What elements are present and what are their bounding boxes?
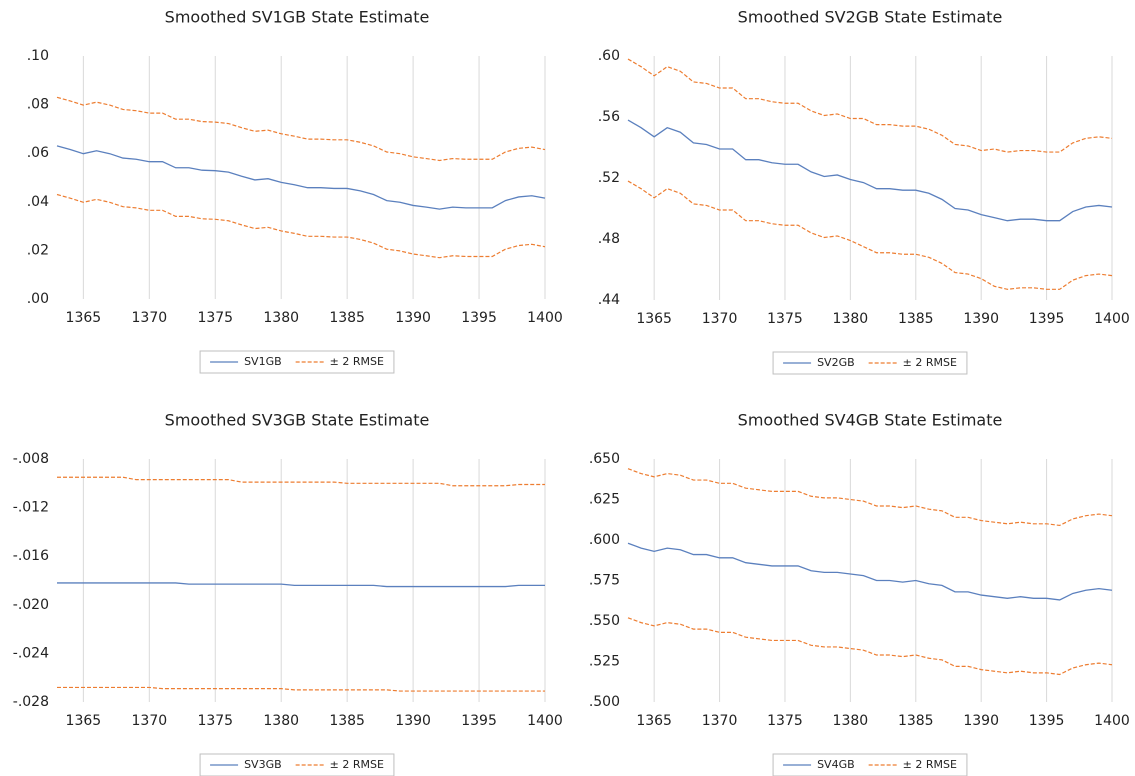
chart-title: Smoothed SV1GB State Estimate — [165, 8, 430, 27]
series-line — [57, 476, 545, 487]
x-tick-label: 1370 — [702, 713, 738, 729]
series-line — [57, 582, 545, 588]
chart-panel: Smoothed SV3GB State Estimate -.028 -.024 -… — [13, 411, 563, 776]
legend-label: SV1GB — [244, 355, 282, 368]
x-tick-label: 1390 — [963, 311, 999, 327]
x-tick-label: 1385 — [898, 311, 934, 327]
x-tick-label: 1385 — [898, 713, 934, 729]
x-tick-label: 1370 — [132, 713, 168, 729]
y-tick-label: .600 — [589, 532, 620, 548]
y-tick-label: .06 — [27, 145, 49, 161]
y-tick-label: .625 — [589, 492, 620, 508]
band-line — [627, 617, 1113, 676]
y-tick-label: .60 — [598, 48, 620, 64]
x-tick-label: 1400 — [527, 713, 563, 729]
legend: SV3GB ± 2 RMSE — [199, 753, 395, 776]
x-tick-label: 1375 — [197, 713, 233, 729]
y-tick-label: -.020 — [13, 597, 49, 613]
band-line — [627, 180, 1113, 290]
y-tick-label: -.012 — [13, 500, 49, 516]
x-tick-label: 1395 — [461, 713, 497, 729]
legend-label: SV4GB — [817, 758, 855, 771]
legend-label: ± 2 RMSE — [330, 758, 384, 771]
legend-label: ± 2 RMSE — [903, 356, 957, 369]
x-tick-label: 1375 — [197, 310, 233, 326]
x-tick-label: 1390 — [963, 713, 999, 729]
series-line — [627, 119, 1113, 222]
x-tick-label: 1395 — [1029, 311, 1065, 327]
chart-title: Smoothed SV3GB State Estimate — [165, 411, 430, 430]
x-tick-label: 1365 — [636, 311, 672, 327]
y-tick-label: .575 — [589, 573, 620, 589]
chart-title: Smoothed SV2GB State Estimate — [738, 8, 1003, 27]
x-tick-label: 1380 — [833, 713, 869, 729]
legend-label: SV2GB — [817, 356, 855, 369]
series-line — [627, 468, 1113, 527]
x-tick-label: 1380 — [263, 713, 299, 729]
y-tick-label: .500 — [589, 694, 620, 710]
band-line — [57, 686, 545, 692]
series-line — [56, 96, 546, 162]
y-tick-label: .00 — [27, 291, 49, 307]
y-tick-label: .48 — [598, 231, 620, 247]
chart-panel: Smoothed SV4GB State Estimate .500 .525 .55… — [589, 411, 1130, 776]
series-line — [627, 542, 1113, 601]
x-tick-label: 1370 — [702, 311, 738, 327]
y-tick-label: .08 — [27, 97, 49, 113]
legend: SV1GB ± 2 RMSE — [199, 350, 395, 374]
x-tick-label: 1375 — [767, 713, 803, 729]
y-tick-label: -.024 — [13, 645, 49, 661]
x-tick-label: 1370 — [132, 310, 168, 326]
band-line — [56, 193, 546, 259]
y-tick-label: -.028 — [13, 694, 49, 710]
y-tick-label: .525 — [589, 654, 620, 670]
y-tick-label: -.016 — [13, 548, 49, 564]
x-tick-label: 1365 — [636, 713, 672, 729]
series-line — [627, 58, 1113, 153]
y-tick-label: .52 — [598, 170, 620, 186]
y-tick-label: .10 — [27, 48, 49, 64]
x-tick-label: 1390 — [395, 713, 431, 729]
legend-label: ± 2 RMSE — [903, 758, 957, 771]
x-tick-label: 1395 — [1029, 713, 1065, 729]
y-tick-label: -.008 — [13, 451, 49, 467]
x-tick-label: 1385 — [329, 713, 365, 729]
x-tick-label: 1390 — [395, 310, 431, 326]
y-tick-label: .44 — [598, 292, 620, 308]
x-tick-label: 1400 — [1094, 713, 1130, 729]
chart-panel: Smoothed SV1GB State Estimate .00 .02 .04 .0… — [27, 8, 563, 374]
y-tick-label: .04 — [27, 194, 49, 210]
x-tick-label: 1395 — [461, 310, 497, 326]
y-tick-label: .650 — [589, 451, 620, 467]
y-tick-label: .56 — [598, 109, 620, 125]
legend: SV2GB ± 2 RMSE — [772, 351, 968, 375]
legend: SV4GB ± 2 RMSE — [772, 753, 968, 776]
x-tick-label: 1400 — [1094, 311, 1130, 327]
x-tick-label: 1375 — [767, 311, 803, 327]
x-tick-label: 1365 — [66, 310, 102, 326]
x-tick-label: 1400 — [527, 310, 563, 326]
y-tick-label: .02 — [27, 242, 49, 258]
chart-title: Smoothed SV4GB State Estimate — [738, 411, 1003, 430]
y-tick-label: .550 — [589, 613, 620, 629]
x-tick-label: 1385 — [329, 310, 365, 326]
x-tick-label: 1380 — [833, 311, 869, 327]
chart-panel: Smoothed SV2GB State Estimate .44 .48 .52 .5… — [598, 8, 1130, 375]
x-tick-label: 1365 — [66, 713, 102, 729]
series-line — [56, 145, 546, 210]
legend-label: ± 2 RMSE — [330, 355, 384, 368]
legend-label: SV3GB — [244, 758, 282, 771]
x-tick-label: 1380 — [263, 310, 299, 326]
